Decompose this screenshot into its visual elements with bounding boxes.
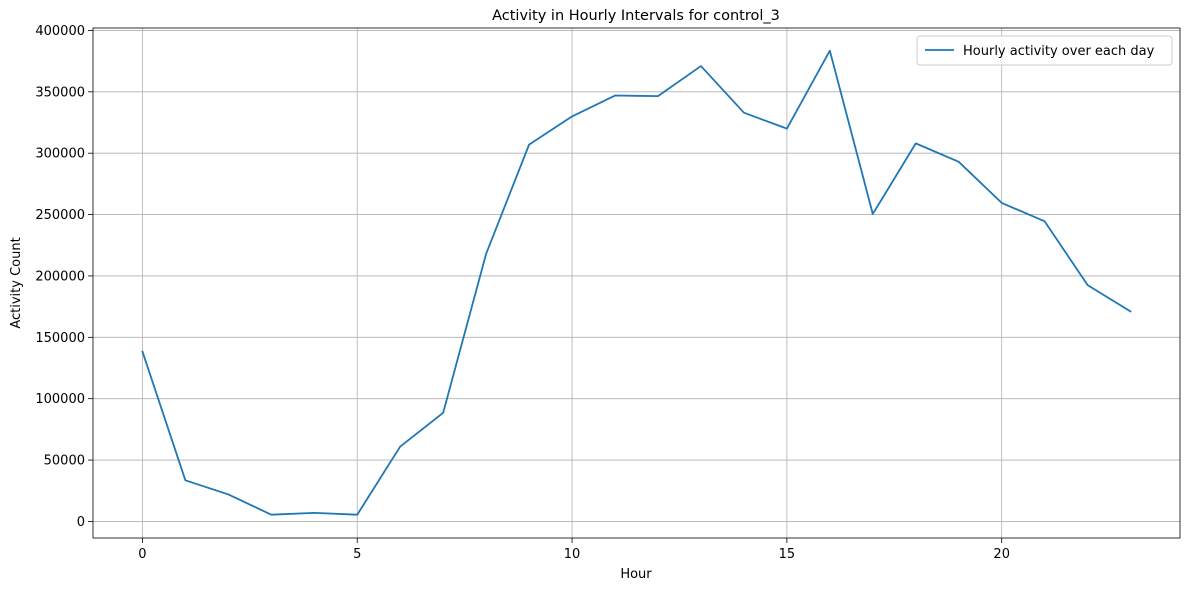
legend-box — [916, 35, 1173, 66]
grid-lines — [93, 28, 1180, 538]
y-tick-label: 50000 — [44, 454, 85, 469]
y-tick-label: 300000 — [35, 147, 85, 162]
chart-title: Activity in Hourly Intervals for control… — [492, 8, 780, 24]
x-tick-label: 10 — [564, 547, 581, 562]
legend-label: Hourly activity over each day — [963, 44, 1155, 59]
series-line — [141, 49, 1132, 516]
y-tick-label: 400000 — [35, 24, 85, 39]
y-tick-label: 200000 — [35, 269, 85, 284]
y-tick-label: 100000 — [35, 392, 85, 407]
x-axis-title: Hour — [620, 567, 652, 582]
legend: Hourly activity over each day — [916, 35, 1173, 66]
x-tick-label: 15 — [779, 547, 796, 562]
y-tick-label: 150000 — [35, 331, 85, 346]
y-axis-title: Activity Count — [9, 237, 24, 328]
plot-frame — [92, 27, 1181, 539]
x-axis-ticks: 0 5 10 15 20 — [138, 538, 1010, 562]
series-layer — [141, 49, 1132, 516]
x-tick-label: 20 — [993, 547, 1010, 562]
y-tick-label: 0 — [77, 515, 85, 530]
y-tick-label: 350000 — [35, 85, 85, 100]
y-axis-ticks: 0 50000 100000 150000 200000 250000 300000 3500… — [35, 24, 93, 530]
x-tick-label: 0 — [138, 547, 146, 562]
x-tick-label: 5 — [353, 547, 361, 562]
y-tick-label: 250000 — [35, 208, 85, 223]
